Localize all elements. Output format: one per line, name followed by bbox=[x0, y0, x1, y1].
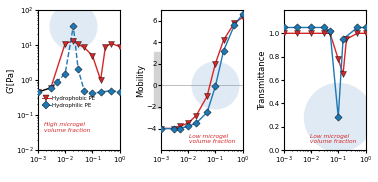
Text: Low microgel
volume fraction: Low microgel volume fraction bbox=[310, 134, 356, 145]
Point bbox=[35, 91, 41, 94]
Point bbox=[327, 29, 333, 32]
Point bbox=[335, 116, 341, 119]
Point bbox=[363, 32, 369, 35]
Point bbox=[204, 111, 210, 114]
Point bbox=[70, 39, 76, 42]
Point bbox=[204, 95, 210, 98]
Point bbox=[158, 127, 164, 130]
Point bbox=[240, 16, 246, 19]
Point bbox=[62, 42, 68, 45]
Point bbox=[75, 68, 81, 71]
Point bbox=[102, 45, 108, 48]
Point bbox=[308, 32, 314, 35]
Point bbox=[35, 91, 41, 94]
Point bbox=[344, 38, 350, 41]
Point bbox=[220, 50, 226, 52]
Text: High microgel
volume fraction: High microgel volume fraction bbox=[44, 122, 91, 133]
Point bbox=[48, 86, 54, 89]
Point bbox=[117, 91, 123, 94]
Point bbox=[89, 92, 95, 95]
Point bbox=[171, 127, 177, 130]
FancyBboxPatch shape bbox=[154, 52, 160, 108]
Point bbox=[327, 32, 333, 35]
Point bbox=[280, 32, 287, 35]
Point bbox=[70, 24, 76, 27]
Point bbox=[171, 127, 177, 130]
Point bbox=[98, 79, 104, 82]
Point bbox=[354, 26, 360, 29]
Point bbox=[177, 125, 183, 128]
Point bbox=[158, 127, 164, 130]
Y-axis label: G'[Pa]: G'[Pa] bbox=[6, 67, 15, 93]
Point bbox=[177, 127, 183, 130]
Point bbox=[81, 89, 87, 92]
Point bbox=[363, 26, 369, 29]
Point bbox=[185, 125, 191, 128]
Point bbox=[294, 32, 300, 35]
Point bbox=[212, 62, 218, 65]
Point bbox=[54, 80, 60, 83]
Point bbox=[108, 89, 115, 92]
Point bbox=[89, 54, 95, 57]
Point bbox=[212, 84, 218, 87]
Point bbox=[231, 21, 237, 24]
Point bbox=[48, 86, 54, 89]
Text: Low microgel
volume fraction: Low microgel volume fraction bbox=[189, 134, 236, 145]
Y-axis label: Mobility: Mobility bbox=[136, 64, 145, 97]
Point bbox=[294, 26, 300, 29]
Point bbox=[70, 24, 76, 27]
Point bbox=[335, 58, 341, 60]
Point bbox=[185, 122, 191, 124]
Point bbox=[117, 45, 123, 48]
Point bbox=[81, 46, 87, 49]
Point bbox=[212, 85, 218, 88]
Point bbox=[335, 116, 341, 119]
Point bbox=[62, 72, 68, 75]
Point bbox=[75, 43, 81, 46]
Legend: Hydrophobic PE, Hydrophilic PE: Hydrophobic PE, Hydrophilic PE bbox=[40, 94, 97, 109]
Point bbox=[240, 13, 246, 16]
Point bbox=[354, 32, 360, 35]
Point bbox=[321, 32, 327, 35]
Point bbox=[220, 39, 226, 42]
Y-axis label: Transmittance: Transmittance bbox=[258, 50, 267, 110]
Point bbox=[193, 122, 199, 124]
Point bbox=[231, 24, 237, 27]
Point bbox=[340, 73, 346, 76]
Point bbox=[193, 114, 199, 117]
Point bbox=[108, 42, 115, 45]
Point bbox=[308, 26, 314, 29]
Point bbox=[321, 26, 327, 29]
Point bbox=[280, 26, 287, 29]
Point bbox=[98, 91, 104, 94]
Point bbox=[340, 38, 346, 41]
